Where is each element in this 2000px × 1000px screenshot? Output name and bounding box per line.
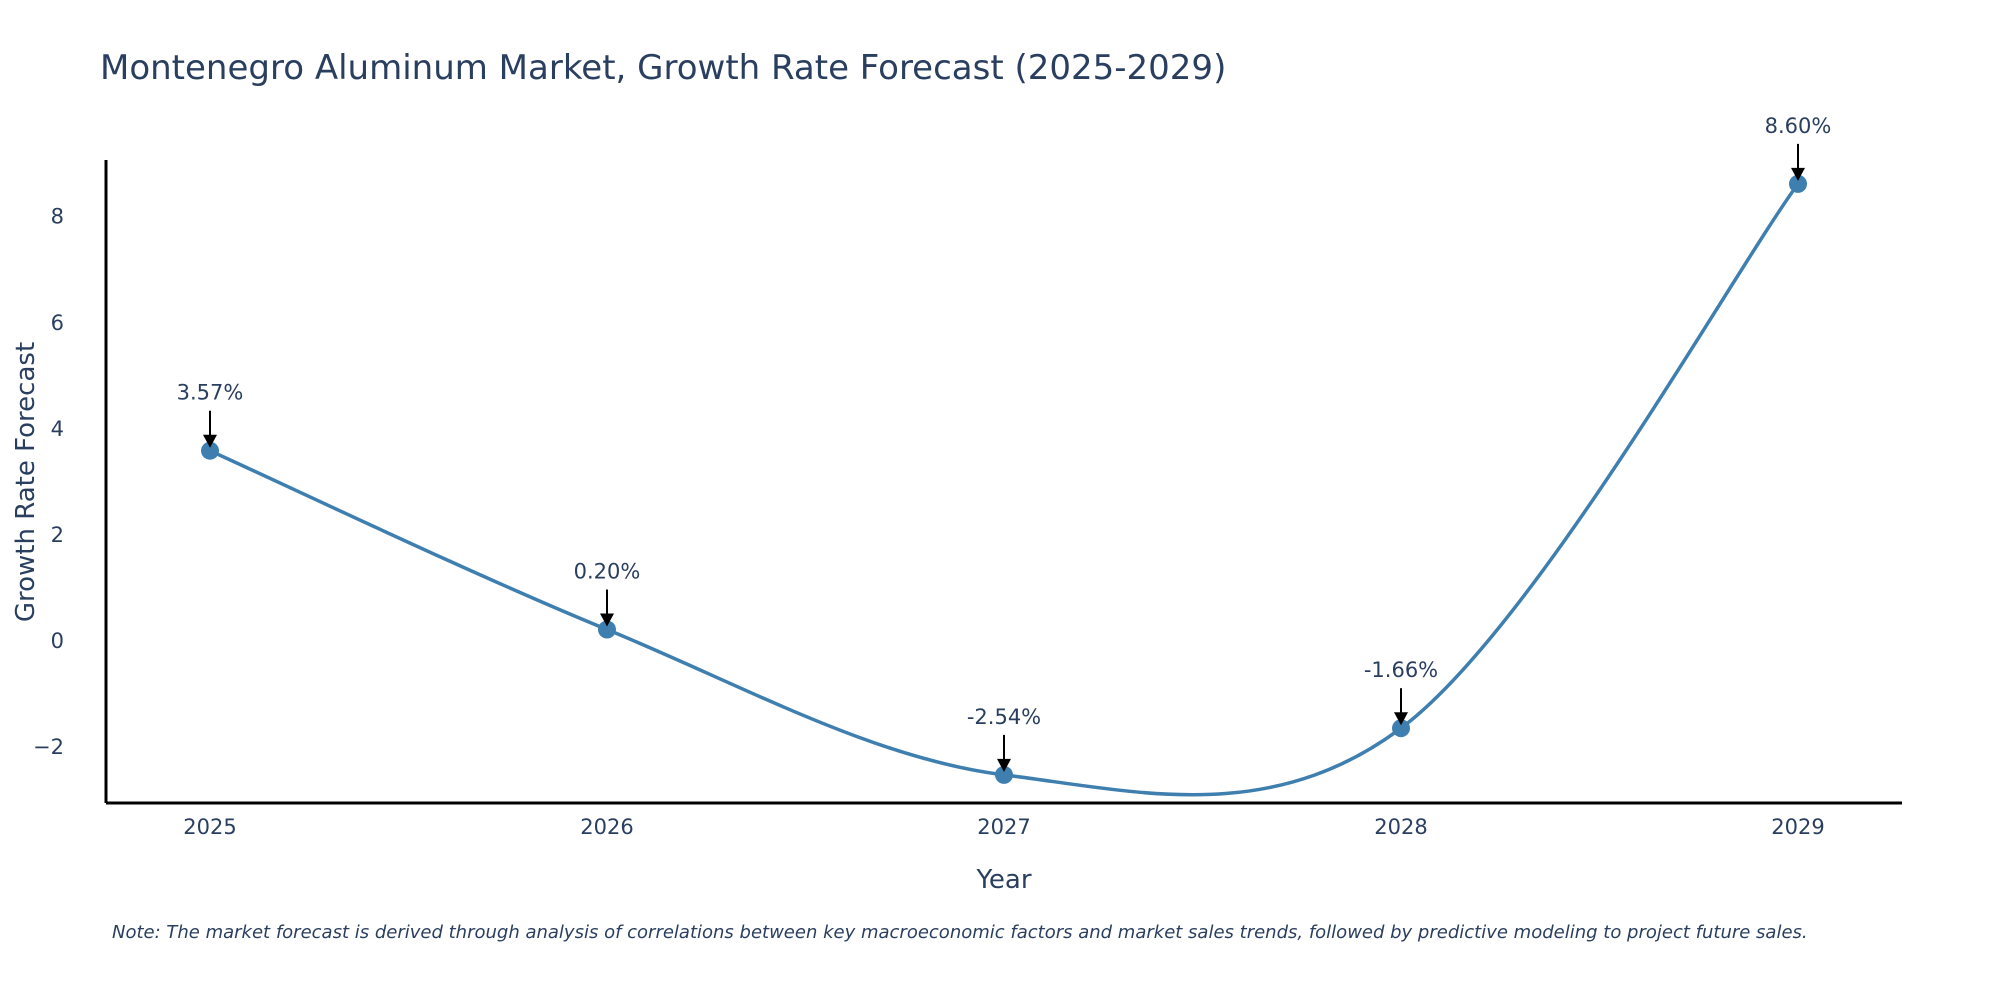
data-label: -1.66% <box>1364 658 1438 682</box>
data-label: -2.54% <box>967 705 1041 729</box>
data-label: 0.20% <box>574 560 641 584</box>
data-point-marker <box>1392 719 1410 738</box>
data-point-marker <box>995 765 1013 784</box>
data-label: 8.60% <box>1765 114 1832 138</box>
markers <box>201 174 1807 784</box>
x-tick-label: 2027 <box>977 815 1030 839</box>
annotation-arrowhead <box>997 758 1011 772</box>
data-point-marker <box>598 620 616 639</box>
x-tick-label: 2025 <box>183 815 236 839</box>
annotation-arrowhead <box>600 613 614 627</box>
annotations: 3.57% 0.20% -2.54% -1.66% 8.60% <box>177 114 1832 772</box>
annotation-arrowhead <box>1791 167 1805 181</box>
annotation-arrowhead <box>203 434 217 448</box>
y-tick-label: 8 <box>51 205 64 229</box>
x-ticks: 2025 2026 2027 2028 2029 <box>183 815 1824 839</box>
y-tick-label: −2 <box>33 735 64 759</box>
plot-area: −2 0 2 4 6 8 2025 2026 2027 2028 2029 3.57% 0.20% -… <box>33 114 1902 839</box>
annotation-arrowhead <box>1394 712 1408 726</box>
y-tick-label: 4 <box>51 417 64 441</box>
y-axis-title: Growth Rate Forecast <box>11 342 41 622</box>
data-point-marker <box>201 441 219 460</box>
x-axis-title: Year <box>975 865 1031 895</box>
x-tick-label: 2026 <box>580 815 633 839</box>
y-tick-label: 0 <box>51 629 64 653</box>
x-tick-label: 2028 <box>1374 815 1427 839</box>
y-tick-label: 2 <box>51 523 64 547</box>
y-tick-label: 6 <box>51 311 64 335</box>
chart-title: Montenegro Aluminum Market, Growth Rate … <box>100 48 1226 88</box>
data-label: 3.57% <box>177 381 244 405</box>
y-ticks: −2 0 2 4 6 8 <box>33 205 64 760</box>
data-point-marker <box>1789 174 1807 193</box>
footnote: Note: The market forecast is derived thr… <box>112 922 1808 943</box>
series-line <box>209 182 1800 797</box>
x-tick-label: 2029 <box>1771 815 1824 839</box>
